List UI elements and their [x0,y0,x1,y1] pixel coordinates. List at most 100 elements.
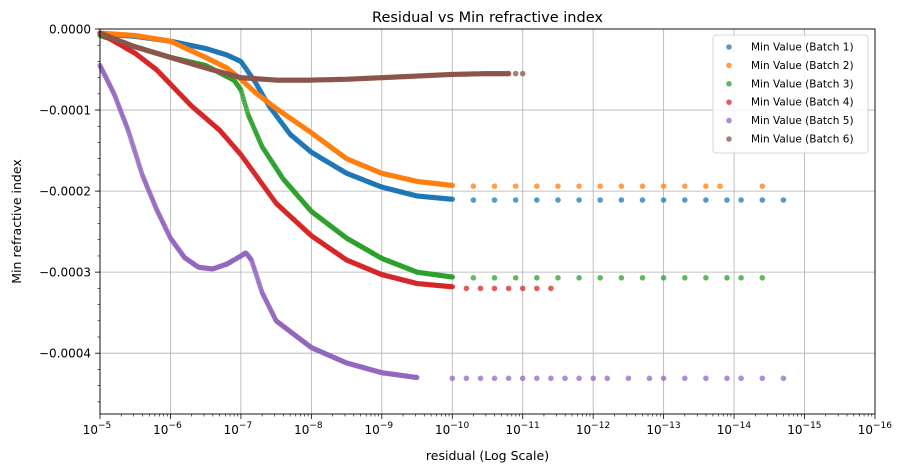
data-point [660,375,667,382]
series-batch-5 [97,62,787,382]
x-tick-base: 10 [294,423,309,437]
data-point [639,197,646,203]
data-point [759,197,766,203]
data-point [470,275,477,281]
x-tick-base: 10 [153,423,168,437]
legend-label: Min Value (Batch 1) [751,42,854,54]
data-point [703,375,709,382]
data-point [576,375,582,382]
data-point [450,274,456,280]
data-point [590,375,596,382]
data-point [618,183,625,189]
data-point [639,275,646,281]
x-tick-exponent: −15 [803,421,822,431]
x-tick-base: 10 [646,423,661,437]
data-point [759,375,766,382]
data-point [534,375,540,382]
x-tick-base: 10 [435,423,450,437]
data-point [738,375,744,382]
x-tick-label: 10 −6 [153,421,182,437]
data-point [639,183,646,189]
data-point [548,285,554,292]
data-point [450,196,456,202]
data-point [724,197,730,203]
x-tick-base: 10 [224,423,239,437]
x-tick-base: 10 [365,423,380,437]
x-axis-ticks: 10 −5 10 −6 10 −7 10 −8 10 −9 10 −10 10 −11 10 −12 10 −13… [83,414,892,437]
data-point [491,285,498,292]
data-point [512,183,519,189]
data-point [491,197,498,203]
data-point [703,183,709,189]
data-point [512,70,519,77]
data-point [534,183,540,189]
data-point [505,375,512,382]
data-point [450,284,456,290]
data-point [576,183,582,189]
x-tick-exponent: −11 [521,421,540,431]
x-tick-exponent: −12 [591,421,610,431]
data-point [505,285,512,292]
data-point [597,197,603,203]
data-point [519,70,526,77]
x-tick-exponent: −7 [239,421,252,431]
data-point [491,375,498,382]
data-point [548,375,554,382]
data-point [491,275,498,281]
y-tick-label: −0.0002 [39,185,91,199]
data-point [576,197,582,203]
data-point [470,197,477,203]
x-tick-base: 10 [505,423,520,437]
x-tick-exponent: −14 [732,421,751,431]
data-point [738,275,744,281]
x-tick-exponent: −9 [380,421,394,431]
x-tick-base: 10 [717,423,732,437]
x-tick-label: 10 −5 [83,421,112,437]
data-point [463,285,470,292]
data-point [562,375,568,382]
data-points [97,30,787,382]
data-point [717,183,723,189]
data-point [618,197,625,203]
x-tick-base: 10 [858,423,873,437]
data-point [534,197,540,203]
data-point [703,275,709,281]
data-point [703,197,709,203]
data-point [682,375,688,382]
legend-marker [726,99,732,105]
data-point [463,375,470,382]
series-batch-6 [97,30,526,83]
data-point [505,70,512,77]
x-tick-base: 10 [787,423,802,437]
series-batch-2 [97,30,766,189]
legend-label: Min Value (Batch 5) [751,115,854,127]
data-point [682,275,688,281]
y-axis-ticks: 0.0000 −0.0001 −0.0002 −0.0003 −0.0004 [39,23,100,403]
x-tick-exponent: −13 [662,421,681,431]
data-point [780,375,787,382]
data-point [512,197,519,203]
x-tick-label: 10 −8 [294,421,323,437]
x-tick-exponent: −10 [450,421,469,431]
y-tick-label: −0.0003 [39,266,91,280]
legend-marker [726,136,732,142]
data-point [682,197,688,203]
x-tick-label: 10 −7 [224,421,253,437]
data-point [555,275,561,281]
data-point [780,197,787,203]
x-tick-exponent: −16 [873,421,892,431]
data-point [738,197,744,203]
data-point [477,285,484,292]
data-point [682,183,688,189]
x-tick-label: 10 −12 [576,421,610,437]
x-tick-exponent: −8 [309,421,323,431]
data-point [576,275,582,281]
y-axis-label: Min refractive index [9,159,24,283]
x-tick-exponent: −5 [98,421,111,431]
data-point [759,275,766,281]
data-point [625,375,632,382]
y-tick-label: −0.0001 [39,104,91,118]
data-point [534,275,540,281]
data-point [534,285,540,292]
